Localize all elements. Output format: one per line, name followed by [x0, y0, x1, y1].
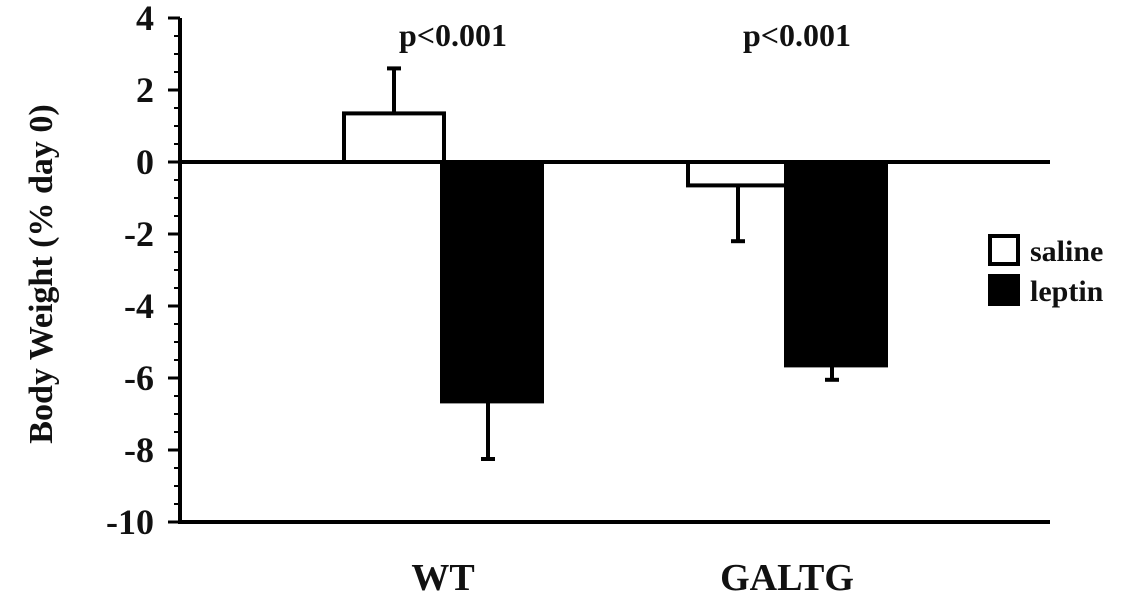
legend-swatch-leptin: [988, 274, 1020, 306]
legend-swatch-saline: [988, 234, 1020, 266]
axes: [168, 16, 1050, 524]
y-tick-label: -6: [124, 358, 154, 398]
bar-leptin-galtg: [784, 160, 888, 368]
y-tick-label: -8: [124, 430, 154, 470]
y-tick-label: 0: [136, 142, 154, 182]
bar-saline-galtg: [686, 160, 790, 188]
bar-saline-wt: [342, 111, 446, 164]
legend-label-saline: saline: [1030, 235, 1103, 268]
y-tick-label: 2: [136, 70, 154, 110]
bars: [342, 111, 888, 404]
y-tick-label: 4: [136, 0, 154, 38]
legend: saline leptin: [988, 234, 1104, 308]
p-value-annotation: p<0.001: [399, 17, 507, 53]
x-category-label: WT: [411, 557, 474, 599]
p-value-annotation: p<0.001: [743, 17, 851, 53]
y-tick-label: -4: [124, 286, 154, 326]
bar-leptin-wt: [440, 160, 544, 404]
y-tick-label: -2: [124, 214, 154, 254]
labels: 4 2 0 -2 -4 -6 -8 -10 Body Weight (% day 0) WT GAL…: [23, 0, 854, 599]
x-category-label: GALTG: [720, 557, 854, 599]
error-bars: [387, 66, 839, 461]
legend-label-leptin: leptin: [1030, 275, 1104, 308]
y-axis-title: Body Weight (% day 0): [23, 104, 60, 443]
y-tick-label: -10: [106, 502, 154, 542]
